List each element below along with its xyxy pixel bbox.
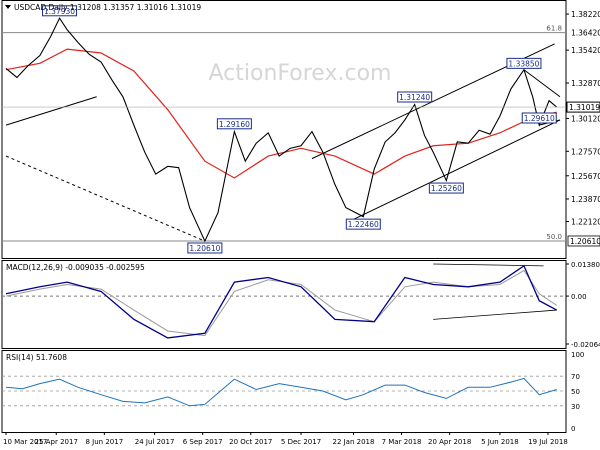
annotation-label: 1.37930 <box>44 7 75 16</box>
annotation-label: 1.31240 <box>399 93 430 102</box>
price-side-label: 1.20610 <box>570 237 600 246</box>
annotation-label: 1.33850 <box>508 59 539 68</box>
price-panel-frame <box>1 0 567 259</box>
rsi-tick-label: 50 <box>571 388 580 396</box>
macd-trendline-top <box>433 263 544 267</box>
annotation-box <box>521 112 557 124</box>
x-tick-label: 19 Jul 2018 <box>528 438 568 446</box>
x-tick-label: 10 Mar 2017 <box>3 438 47 446</box>
fib-level-label: 61.8 <box>546 25 562 33</box>
rsi-panel-frame <box>1 350 567 433</box>
macd-line <box>5 264 558 339</box>
rsi-panel-title: RSI(14) 51.7608 <box>6 353 67 362</box>
x-tick-label: 24 Jul 2017 <box>135 438 175 446</box>
x-tick-label: 25 Apr 2017 <box>35 438 78 446</box>
macd-panel-title: MACD(12,26,9) -0.009035 -0.002595 <box>6 263 145 272</box>
x-tick-label: 6 Sep 2017 <box>183 438 223 446</box>
annotation-box <box>397 91 433 103</box>
annotation-box <box>428 182 464 194</box>
trendline-early <box>5 96 97 126</box>
annotation-label: 1.20610 <box>189 244 220 253</box>
price-panel-title: USDCAD,Daily 1.31208 1.31357 1.31016 1.3… <box>14 3 201 12</box>
macd-tick-label: -0.020648 <box>571 341 600 349</box>
price-tick-label: 1.38220 <box>571 10 600 19</box>
annotation-box <box>216 118 252 130</box>
price-tick-label: 1.22120 <box>571 218 600 227</box>
rsi-tick-label: 70 <box>571 373 580 381</box>
annotation-label: 1.29610 <box>524 114 555 123</box>
x-tick-label: 7 Mar 2018 <box>382 438 422 446</box>
x-tick-label: 5 Dec 2017 <box>281 438 321 446</box>
price-line <box>5 17 558 243</box>
macd-panel-frame <box>1 260 567 349</box>
macd-signal-line <box>5 269 557 337</box>
annotation-box <box>42 5 78 17</box>
x-tick-label: 5 Jun 2018 <box>481 438 519 446</box>
price-tick-label: 1.32870 <box>571 79 600 88</box>
rsi-tick-label: 100 <box>571 351 584 359</box>
last-price-marker <box>566 101 600 113</box>
annotation-box <box>506 57 542 69</box>
annotation-label: 1.22460 <box>348 220 379 229</box>
rsi-tick-label: 0 <box>571 425 575 433</box>
x-tick-label: 8 Jun 2017 <box>86 438 124 446</box>
macd-tick-label: 0.00 <box>571 293 587 301</box>
price-side-marker <box>567 235 600 247</box>
price-tick-label: 1.30120 <box>571 114 600 123</box>
x-tick-label: 20 Apr 2018 <box>428 438 471 446</box>
annotation-label: 1.25260 <box>431 184 462 193</box>
price-tick-label: 1.25670 <box>571 172 600 181</box>
price-tick-label: 1.23870 <box>571 195 600 204</box>
x-tick-label: 22 Jan 2018 <box>332 438 374 446</box>
price-tick-label: 1.35420 <box>571 46 600 55</box>
price-side-label: 1.36420 <box>571 29 600 38</box>
price-tick-label: 1.27570 <box>571 147 600 156</box>
x-tick-label: 20 Oct 2017 <box>229 438 272 446</box>
annotation-box <box>345 218 381 230</box>
annotation-box <box>187 242 223 254</box>
trendline-dashed <box>5 155 206 242</box>
fib-level-label: 50.0 <box>546 233 562 241</box>
annotation-label: 1.29160 <box>219 120 250 129</box>
last-price-label: 1.31019 <box>569 103 600 112</box>
channel-lower <box>345 119 561 224</box>
wedge-upper <box>523 69 561 98</box>
rsi-line <box>5 377 557 407</box>
collapse-triangle-icon <box>5 5 11 9</box>
watermark: ActionForex.com <box>209 61 392 86</box>
macd-trendline-bottom <box>433 309 557 320</box>
rsi-tick-label: 30 <box>571 403 580 411</box>
